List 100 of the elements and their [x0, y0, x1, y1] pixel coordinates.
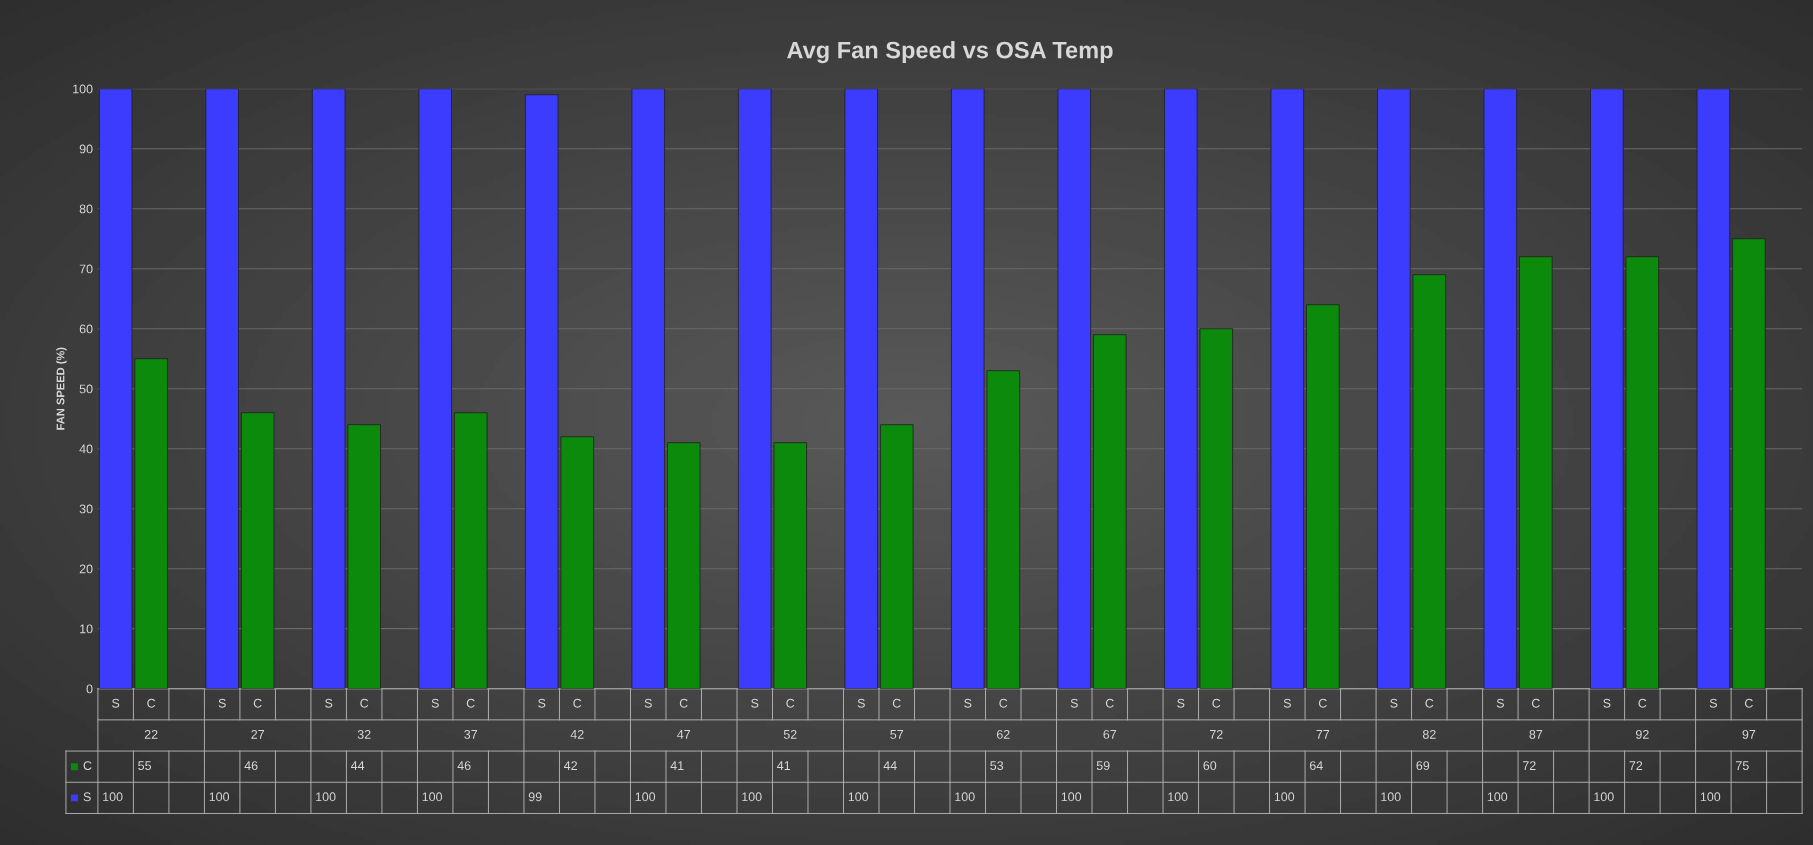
data-label: 99: [528, 792, 542, 802]
data-label: 53: [990, 761, 1004, 771]
x-tick-label: 77: [1316, 730, 1330, 739]
text: C: [1744, 698, 1753, 708]
data-label: 100: [1487, 792, 1508, 802]
text: C: [1105, 698, 1114, 708]
text: C: [573, 698, 582, 708]
data-label: 100: [1594, 792, 1614, 802]
data-label: 64: [1309, 761, 1323, 771]
legend-label: C: [83, 761, 92, 771]
data-label: 75: [1736, 761, 1749, 771]
bar: [240, 412, 275, 689]
bar: [666, 442, 701, 689]
data-label: 100: [103, 792, 123, 802]
x-tick-label: 62: [996, 729, 1010, 739]
text: C: [466, 698, 475, 708]
text: C: [679, 698, 688, 708]
data-label: 46: [457, 761, 471, 771]
text: S: [1283, 698, 1291, 708]
text: C: [786, 698, 795, 708]
text: S: [751, 698, 759, 708]
text: S: [1070, 698, 1078, 708]
y-tick-label: 20: [79, 564, 93, 574]
chart-title: Avg Fan Speed vs OSA Temp: [787, 41, 1113, 64]
text: C: [1638, 698, 1647, 708]
text: C: [1425, 698, 1434, 708]
bar: [1732, 238, 1766, 689]
x-tick-label: 72: [1209, 729, 1223, 739]
data-label: 72: [1522, 761, 1536, 770]
data-label: 41: [670, 761, 684, 770]
data-label: 100: [1381, 792, 1401, 802]
bar: [1270, 88, 1305, 689]
bar: [1483, 88, 1518, 689]
data-label: 100: [316, 792, 336, 802]
x-tick-label: 67: [1103, 729, 1117, 739]
bar: [1093, 334, 1127, 689]
data-label: 60: [1203, 761, 1217, 771]
data-label: 100: [1274, 792, 1295, 802]
x-tick-label: 87: [1529, 729, 1543, 739]
text: S: [964, 698, 972, 708]
x-tick-label: 37: [464, 729, 478, 739]
text: S: [1603, 698, 1611, 708]
bar: [1696, 88, 1731, 689]
data-label: 100: [422, 792, 443, 802]
text: S: [1390, 698, 1398, 708]
text: S: [1496, 698, 1504, 708]
data-label: 100: [1168, 792, 1188, 802]
data-label: 100: [955, 792, 975, 802]
data-label: 44: [883, 761, 897, 770]
x-tick-label: 42: [570, 729, 584, 739]
x-tick-label: 52: [783, 729, 797, 739]
data-label: 100: [848, 792, 869, 802]
text: S: [431, 698, 439, 708]
x-tick-label: 57: [890, 730, 904, 739]
text: C: [1531, 698, 1540, 708]
y-tick-label: 10: [80, 624, 93, 634]
text: C: [253, 698, 262, 708]
data-label: 46: [244, 761, 258, 771]
text: S: [325, 698, 333, 708]
x-tick-label: 82: [1422, 729, 1436, 739]
x-tick-label: 47: [677, 730, 691, 739]
data-label: 44: [350, 761, 365, 770]
text: C: [360, 698, 369, 708]
text: C: [999, 698, 1008, 708]
bar: [1306, 304, 1340, 689]
bar: [418, 88, 452, 689]
text: C: [1318, 698, 1327, 708]
series-label: S: [112, 698, 120, 708]
text: C: [147, 698, 156, 708]
data-label: 100: [635, 792, 656, 802]
y-tick-label: 30: [79, 504, 93, 514]
text: C: [892, 698, 901, 708]
data-label: 69: [1416, 761, 1430, 771]
text: S: [644, 698, 652, 708]
text: S: [1709, 698, 1717, 708]
data-label: 42: [564, 761, 577, 770]
text: S: [83, 792, 91, 802]
data-label: 59: [1096, 761, 1110, 771]
bar: [880, 424, 914, 689]
bar: [844, 88, 878, 689]
text: S: [1177, 698, 1185, 708]
y-tick-label: 40: [79, 444, 93, 454]
data-label: 72: [1629, 761, 1643, 770]
y-axis-title: FAN SPEED (%): [56, 347, 67, 430]
x-tick-label: 92: [1635, 729, 1649, 739]
data-label: 100: [1700, 792, 1721, 802]
y-tick-label: 90: [79, 144, 93, 154]
bar: [1519, 256, 1553, 689]
y-tick-label: 60: [79, 324, 93, 334]
x-tick-label: 27: [251, 729, 264, 739]
data-label: 100: [209, 792, 230, 802]
text: S: [538, 698, 546, 708]
y-tick-label: 80: [79, 204, 93, 214]
data-label: 55: [138, 761, 152, 771]
bar: [631, 88, 665, 689]
text: S: [218, 698, 226, 708]
bar: [205, 88, 239, 689]
data-label: 100: [742, 792, 762, 802]
x-tick-label: 32: [357, 729, 371, 739]
y-tick-label: 100: [73, 84, 93, 94]
